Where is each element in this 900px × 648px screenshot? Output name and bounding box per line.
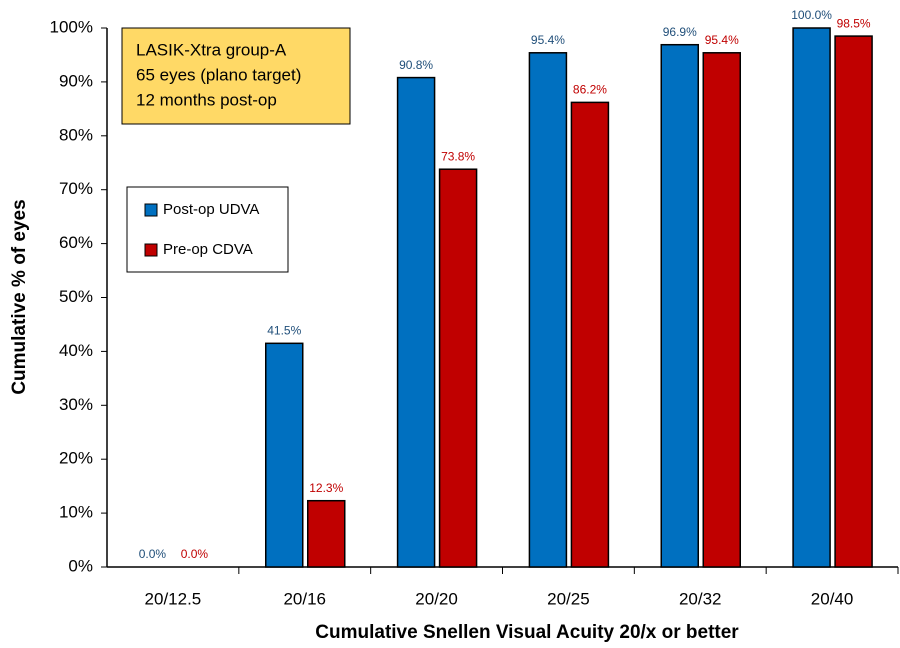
y-tick-label: 30% <box>59 395 93 414</box>
value-label: 95.4% <box>531 33 565 47</box>
bar <box>792 27 831 568</box>
value-label: 41.5% <box>267 323 301 337</box>
value-label: 12.3% <box>309 481 343 495</box>
value-label: 0.0% <box>139 547 167 561</box>
value-label: 95.4% <box>705 33 739 47</box>
bar <box>660 43 699 568</box>
x-tick-label: 20/12.5 <box>145 589 202 608</box>
x-tick-label: 20/32 <box>679 589 722 608</box>
bar <box>265 342 304 568</box>
x-tick-label: 20/40 <box>811 589 854 608</box>
value-label: 100.0% <box>791 8 832 22</box>
bar <box>702 52 741 568</box>
legend-swatch <box>144 203 158 217</box>
legend-box <box>126 186 289 273</box>
x-tick-label: 20/16 <box>283 589 326 608</box>
bar <box>570 101 610 568</box>
y-axis-title: Cumulative % of eyes <box>9 199 30 394</box>
bar <box>396 76 436 568</box>
value-label: 90.8% <box>399 58 433 72</box>
bar <box>307 499 346 568</box>
x-axis-title: Cumulative Snellen Visual Acuity 20/x or… <box>315 622 739 643</box>
y-tick-label: 20% <box>59 449 93 468</box>
legend-label: Pre-op CDVA <box>163 241 253 258</box>
y-tick-label: 10% <box>59 503 93 522</box>
value-label: 98.5% <box>837 16 871 30</box>
legend-swatch <box>144 243 158 257</box>
y-tick-label: 40% <box>59 341 93 360</box>
bar <box>528 52 568 568</box>
y-tick-label: 80% <box>59 125 93 144</box>
x-tick-label: 20/25 <box>547 589 590 608</box>
value-label: 86.2% <box>573 83 607 97</box>
value-label: 0.0% <box>181 547 209 561</box>
y-tick-label: 90% <box>59 71 93 90</box>
y-tick-label: 50% <box>59 287 93 306</box>
annotation-text: LASIK-Xtra group-A <box>136 40 287 59</box>
annotation-text: 65 eyes (plano target) <box>136 65 301 84</box>
y-tick-label: 60% <box>59 233 93 252</box>
bar <box>834 35 873 568</box>
y-tick-label: 100% <box>50 17 93 36</box>
y-tick-label: 70% <box>59 179 93 198</box>
value-label: 73.8% <box>441 149 475 163</box>
y-tick-label: 0% <box>68 556 93 575</box>
annotation-text: 12 months post-op <box>136 90 277 109</box>
legend-label: Post-op UDVA <box>163 201 259 218</box>
annotation-box <box>121 27 351 125</box>
x-tick-label: 20/20 <box>415 589 458 608</box>
value-label: 96.9% <box>663 25 697 39</box>
bar <box>438 168 478 568</box>
